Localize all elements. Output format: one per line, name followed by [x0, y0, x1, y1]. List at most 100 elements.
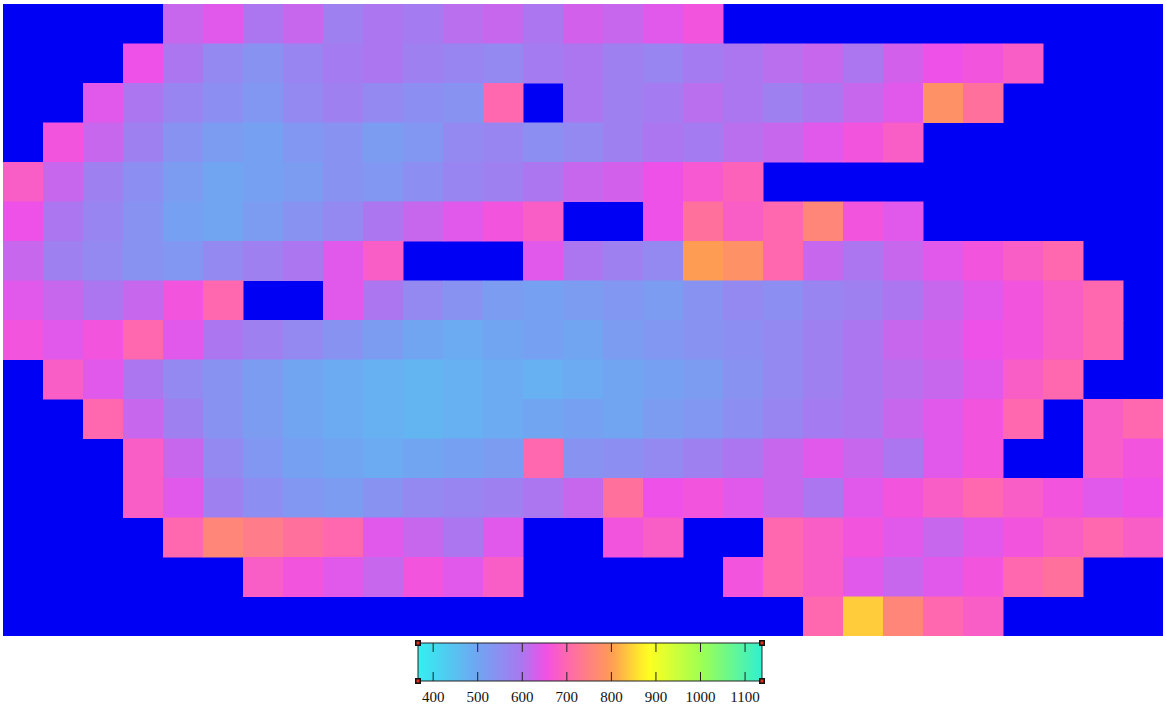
cell	[323, 83, 364, 123]
cell	[403, 123, 444, 163]
cell	[803, 44, 844, 84]
cell	[883, 597, 924, 637]
cell	[883, 478, 924, 518]
cell	[723, 360, 764, 400]
cell	[283, 518, 324, 558]
cell	[723, 557, 764, 597]
cell	[403, 518, 444, 558]
cell	[483, 557, 524, 597]
tick-mark	[745, 672, 746, 681]
cell	[163, 83, 204, 123]
cell	[563, 439, 604, 479]
cell	[963, 399, 1004, 439]
cell	[1003, 478, 1044, 518]
cell	[843, 123, 884, 163]
tick-mark	[433, 643, 434, 652]
cell	[763, 518, 804, 558]
cell	[683, 320, 724, 360]
cell	[483, 518, 524, 558]
cell	[443, 202, 484, 242]
cell	[243, 162, 284, 202]
cell	[1003, 241, 1044, 281]
cell	[483, 123, 524, 163]
cell	[443, 399, 484, 439]
cell	[723, 478, 764, 518]
cell	[923, 518, 964, 558]
cell	[243, 202, 284, 242]
handle	[759, 640, 765, 646]
cell	[803, 83, 844, 123]
cell	[1003, 557, 1044, 597]
cell	[83, 320, 124, 360]
cell	[283, 44, 324, 84]
cell	[963, 439, 1004, 479]
cell	[203, 123, 244, 163]
cell	[363, 557, 404, 597]
cell	[1083, 478, 1124, 518]
cell	[803, 241, 844, 281]
cell	[923, 320, 964, 360]
cell	[763, 557, 804, 597]
cell	[203, 399, 244, 439]
cell	[723, 320, 764, 360]
cell	[243, 4, 284, 44]
cell	[923, 439, 964, 479]
cell	[83, 83, 124, 123]
cell	[563, 281, 604, 321]
cell	[443, 439, 484, 479]
cell	[523, 44, 564, 84]
cell	[43, 241, 84, 281]
cell	[83, 202, 124, 242]
cell	[923, 241, 964, 281]
cell	[643, 44, 684, 84]
cell	[763, 123, 804, 163]
cell	[203, 439, 244, 479]
cell	[523, 123, 564, 163]
cell	[323, 4, 364, 44]
cell	[483, 281, 524, 321]
cell	[603, 4, 644, 44]
cell	[283, 123, 324, 163]
cell	[603, 399, 644, 439]
tick-label: 500	[466, 689, 489, 705]
cell	[603, 162, 644, 202]
cell	[923, 478, 964, 518]
cell	[883, 360, 924, 400]
cell	[523, 478, 564, 518]
cell	[123, 320, 164, 360]
cell	[1123, 439, 1163, 479]
cell	[603, 320, 644, 360]
cell	[643, 162, 684, 202]
cell	[363, 320, 404, 360]
handle	[415, 678, 421, 684]
cell	[403, 478, 444, 518]
cell	[683, 202, 724, 242]
cell	[163, 162, 204, 202]
cell	[203, 162, 244, 202]
cell	[123, 241, 164, 281]
cell	[763, 202, 804, 242]
cell	[243, 518, 284, 558]
cell	[1123, 478, 1163, 518]
cell	[1043, 557, 1084, 597]
cell	[363, 241, 404, 281]
cell	[483, 83, 524, 123]
cell	[963, 557, 1004, 597]
cell	[283, 4, 324, 44]
cell	[243, 360, 284, 400]
cell	[363, 202, 404, 242]
cell	[483, 44, 524, 84]
cell	[763, 478, 804, 518]
cell	[643, 281, 684, 321]
cell	[483, 478, 524, 518]
cell	[843, 320, 884, 360]
tick-mark	[433, 672, 434, 681]
tick-label: 400	[422, 689, 445, 705]
cell	[723, 162, 764, 202]
cell	[883, 281, 924, 321]
cell	[523, 320, 564, 360]
cell	[803, 478, 844, 518]
cell	[643, 241, 684, 281]
cell	[843, 439, 884, 479]
cell	[123, 439, 164, 479]
